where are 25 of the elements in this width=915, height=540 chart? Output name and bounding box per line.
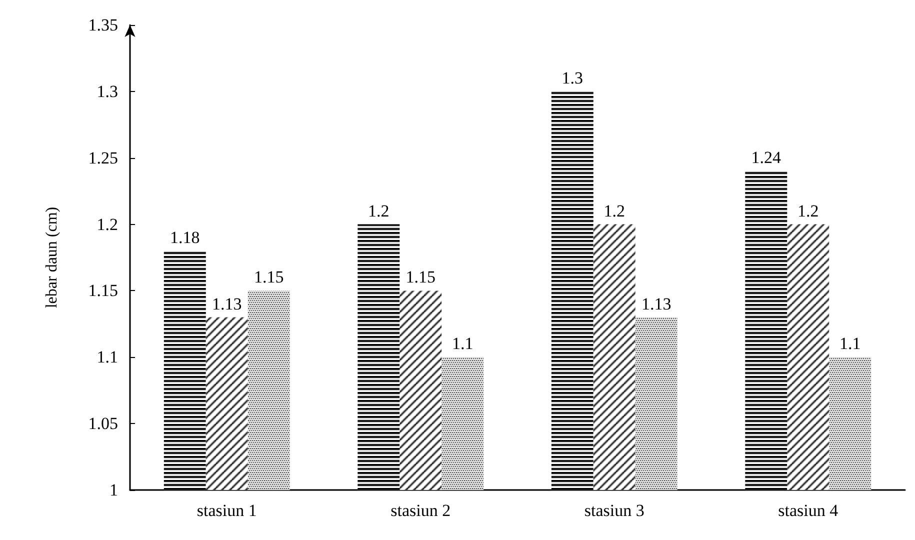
y-tick-label: 1.35 [88, 16, 118, 34]
data-label: 1.2 [368, 201, 390, 220]
data-label: 1.18 [170, 228, 200, 247]
y-tick-label: 1.25 [88, 148, 118, 168]
data-label: 1.1 [452, 334, 474, 354]
x-tick-label: stasiun 1 [196, 501, 257, 520]
data-label: 1.3 [562, 68, 584, 88]
y-tick-label: 1.05 [88, 414, 118, 434]
data-label: 1.13 [641, 294, 672, 314]
y-tick-label: 1 [110, 480, 118, 500]
data-label: 1.13 [212, 294, 242, 314]
data-label: 1.2 [798, 201, 819, 220]
data-label: 1.24 [751, 148, 782, 168]
data-label: 1.1 [839, 334, 861, 354]
y-tick-label: 1.15 [88, 281, 118, 300]
y-tick-label: 1.1 [96, 348, 118, 367]
data-label: 1.15 [254, 268, 284, 287]
x-tick-label: stasiun 3 [584, 501, 644, 520]
x-tick-label: stasiun 2 [390, 501, 451, 520]
y-tick-label: 1.3 [96, 82, 118, 101]
y-axis-title: lebar daun (cm) [44, 206, 60, 308]
data-label: 1.2 [604, 201, 625, 220]
y-tick-label: 1.2 [96, 214, 118, 234]
data-label: 1.15 [406, 268, 436, 287]
x-tick-label: stasiun 4 [778, 501, 839, 520]
